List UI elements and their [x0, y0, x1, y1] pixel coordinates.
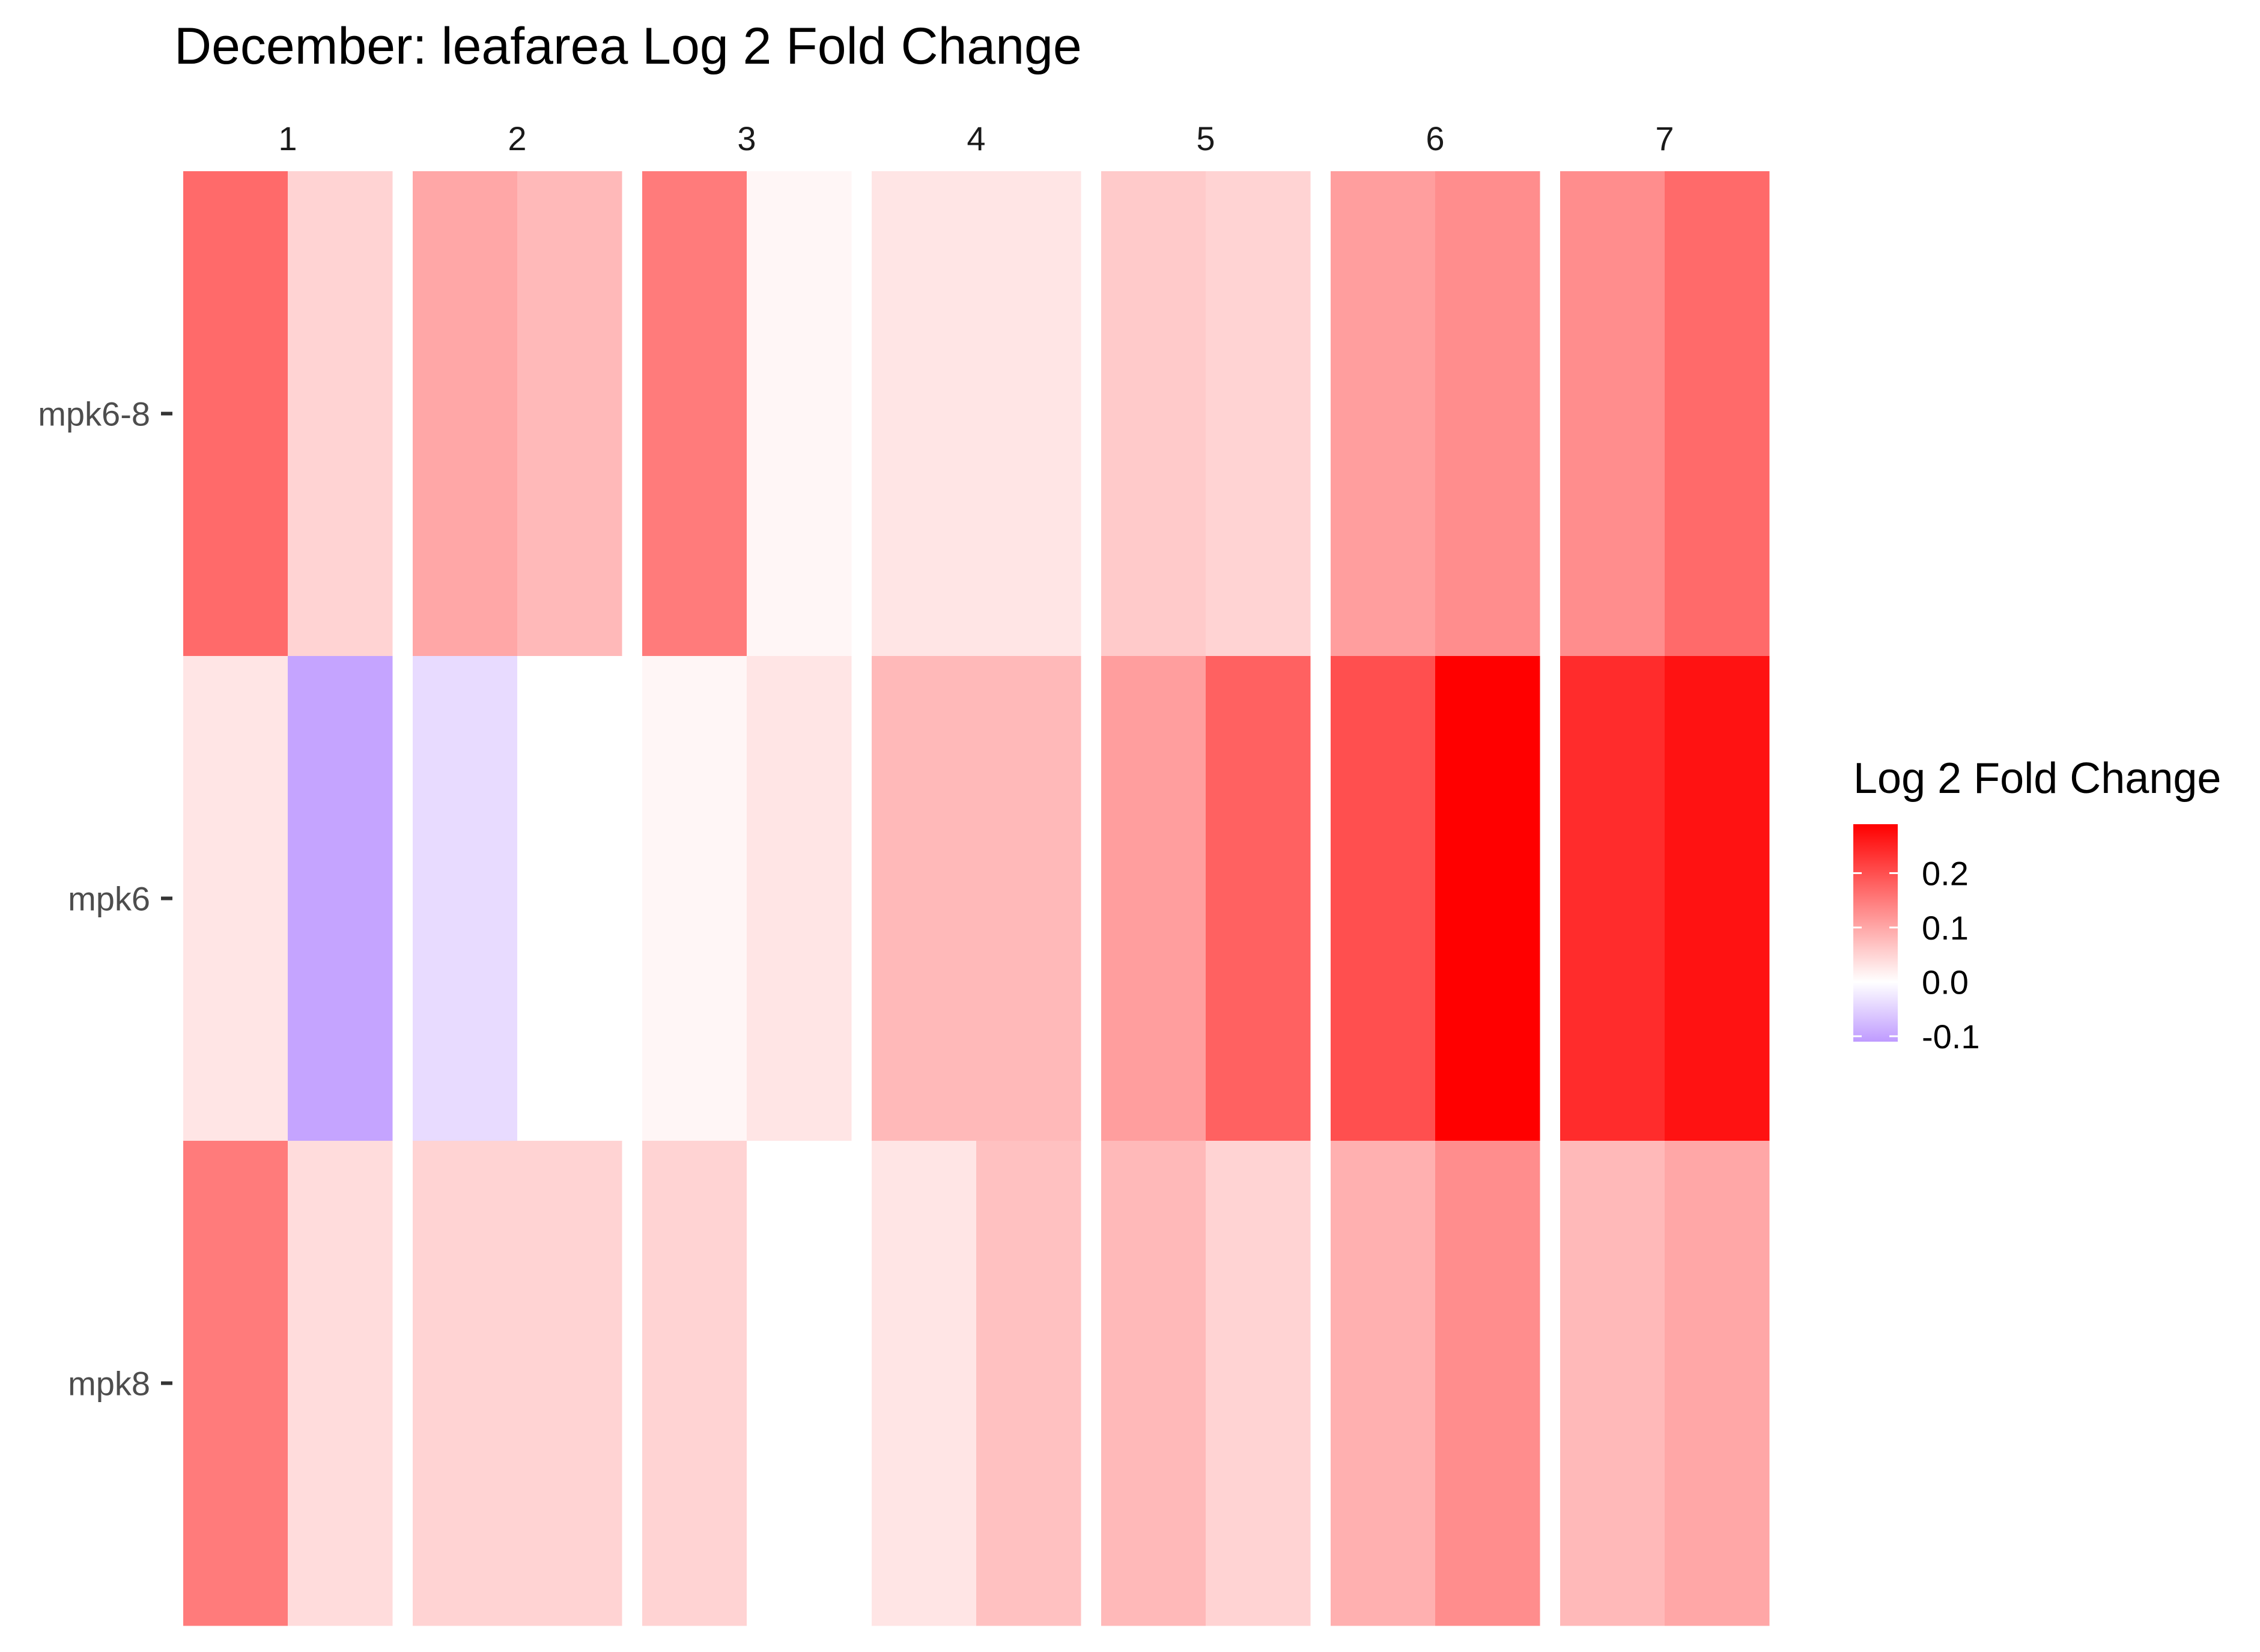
heatmap-cell-mpk8-facet-4-2 — [976, 1141, 1081, 1626]
heatmap-cell-mpk6-facet-5-1 — [1101, 656, 1206, 1141]
heatmap-cell-mpk6-8-facet-2-2 — [517, 171, 622, 657]
heatmap-cell-mpk6-facet-4-2 — [976, 656, 1081, 1141]
heatmap-cell-mpk8-facet-3-1 — [642, 1141, 747, 1626]
heatmap-cell-mpk6-8-facet-1-1 — [183, 171, 288, 657]
heatmap-cell-mpk8-facet-7-2 — [1665, 1141, 1770, 1626]
heatmap-cell-mpk6-8-facet-3-2 — [747, 171, 852, 657]
chart-title: December: leafarea Log 2 Fold Change — [174, 17, 1082, 75]
heatmap-cell-mpk8-facet-6-1 — [1331, 1141, 1436, 1626]
heatmap-cell-mpk8-facet-6-2 — [1435, 1141, 1540, 1626]
facet-labels: 1 2 3 4 5 6 7 — [278, 120, 1674, 157]
legend-label-0.1: 0.1 — [1922, 909, 1969, 947]
row-label-mpk8: mpk8 — [68, 1365, 150, 1403]
heatmap-cell-mpk8-facet-5-2 — [1206, 1141, 1311, 1626]
heatmap-cell-mpk6-8-facet-7-1 — [1560, 171, 1665, 657]
heatmap-cell-mpk8-facet-4-1 — [872, 1141, 977, 1626]
facet-label-7: 7 — [1655, 120, 1674, 157]
facet-label-2: 2 — [508, 120, 526, 157]
facet-label-1: 1 — [278, 120, 297, 157]
heatmap-cell-mpk8-facet-3-2 — [747, 1141, 852, 1626]
heatmap-cell-mpk8-facet-2-1 — [413, 1141, 518, 1626]
heatmap-cell-mpk8-facet-1-2 — [288, 1141, 393, 1626]
heatmap-cell-mpk8-facet-1-1 — [183, 1141, 288, 1626]
heatmap-cell-mpk6-8-facet-6-2 — [1435, 171, 1540, 657]
heatmap-cell-mpk8-facet-2-2 — [517, 1141, 622, 1626]
heatmap-cell-mpk6-facet-2-1 — [413, 656, 518, 1141]
heatmap-cell-mpk8-facet-7-1 — [1560, 1141, 1665, 1626]
row-label-mpk6: mpk6 — [68, 880, 150, 918]
facet-label-3: 3 — [737, 120, 756, 157]
heatmap-cell-mpk6-8-facet-1-2 — [288, 171, 393, 657]
legend-color-bar — [1853, 824, 1898, 1042]
heatmap-cell-mpk6-facet-7-2 — [1665, 656, 1770, 1141]
heatmap-cell-mpk6-facet-6-1 — [1331, 656, 1436, 1141]
heatmap-cell-mpk6-facet-1-2 — [288, 656, 393, 1141]
row-labels: mpk6-8 mpk6 mpk8 — [38, 395, 172, 1403]
heatmap-cell-mpk6-facet-4-1 — [872, 656, 977, 1141]
color-legend: Log 2 Fold Change 0.2 0.1 0.0 -0.1 — [1853, 755, 2221, 1055]
heatmap-cell-mpk6-facet-7-1 — [1560, 656, 1665, 1141]
legend-label-0.0: 0.0 — [1922, 963, 1969, 1001]
facet-label-5: 5 — [1196, 120, 1215, 157]
heatmap-cell-mpk6-8-facet-5-2 — [1206, 171, 1311, 657]
legend-title: Log 2 Fold Change — [1853, 755, 2221, 803]
heatmap-cell-mpk6-facet-2-2 — [517, 656, 622, 1141]
heatmap-cell-mpk6-facet-3-1 — [642, 656, 747, 1141]
heatmap-cell-mpk6-8-facet-6-1 — [1331, 171, 1436, 657]
heatmap-cells — [183, 171, 1770, 1626]
facet-label-6: 6 — [1426, 120, 1444, 157]
heatmap-cell-mpk6-8-facet-7-2 — [1665, 171, 1770, 657]
heatmap-cell-mpk6-8-facet-4-1 — [872, 171, 977, 657]
facet-label-4: 4 — [967, 120, 985, 157]
legend-label--0.1: -0.1 — [1922, 1018, 1980, 1055]
heatmap-cell-mpk6-facet-6-2 — [1435, 656, 1540, 1141]
heatmap-cell-mpk6-8-facet-2-1 — [413, 171, 518, 657]
legend-label-0.2: 0.2 — [1922, 854, 1969, 892]
heatmap-cell-mpk6-facet-3-2 — [747, 656, 852, 1141]
heatmap-cell-mpk6-8-facet-4-2 — [976, 171, 1081, 657]
heatmap-cell-mpk6-facet-5-2 — [1206, 656, 1311, 1141]
heatmap-cell-mpk6-8-facet-5-1 — [1101, 171, 1206, 657]
row-label-mpk6-8: mpk6-8 — [38, 395, 150, 433]
heatmap-cell-mpk8-facet-5-1 — [1101, 1141, 1206, 1626]
heatmap-cell-mpk6-8-facet-3-1 — [642, 171, 747, 657]
heatmap-cell-mpk6-facet-1-1 — [183, 656, 288, 1141]
